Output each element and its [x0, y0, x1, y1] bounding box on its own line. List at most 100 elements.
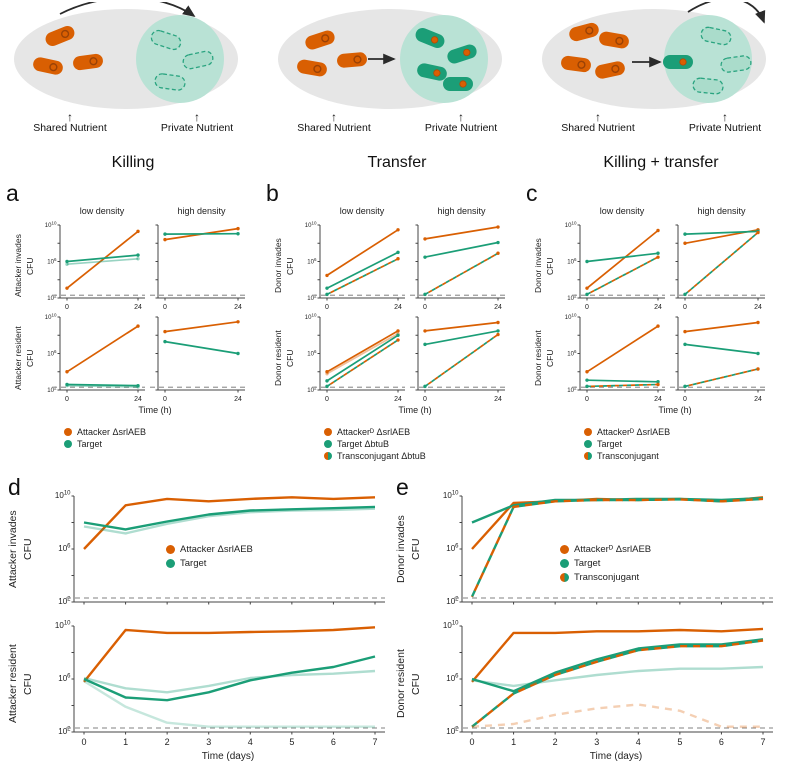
svg-text:4: 4 — [248, 737, 253, 747]
legend-label: Target — [574, 558, 601, 569]
svg-text:102: 102 — [567, 293, 577, 302]
legend-a: Attacker ΔsrlAEB Target — [64, 427, 250, 449]
x-axis-label: Time (days) — [201, 751, 255, 762]
plot-d-resident: 102 106 1010 0 1 2 3 4 5 6 7 — [38, 620, 388, 748]
col-label-high-density: high density — [697, 206, 746, 216]
svg-text:24: 24 — [654, 396, 662, 403]
svg-text:4: 4 — [636, 737, 641, 747]
plot-a-invades-high: 0 24 — [148, 220, 248, 312]
cfu-axis-label: CFU — [22, 673, 34, 695]
transfer-illustration — [272, 2, 522, 114]
private-nutrient-label: Private Nutrient — [424, 122, 498, 134]
legend-item: Target ΔbtuB — [324, 439, 510, 449]
facet-headers: low density high density — [14, 190, 250, 220]
facet-headers: low density high density — [534, 190, 770, 220]
legend-swatch-duo-icon — [584, 452, 592, 460]
svg-text:1010: 1010 — [55, 620, 71, 630]
killing-transfer-illustration — [536, 2, 786, 114]
svg-text:0: 0 — [65, 304, 69, 311]
cfu-axis-label: CFU — [545, 349, 555, 367]
legend-swatch-duo-icon — [324, 452, 332, 460]
x-axis-label: Time (h) — [658, 405, 692, 415]
shared-nutrient-label-group: ↑ Shared Nutrient — [550, 111, 646, 135]
svg-text:24: 24 — [234, 304, 242, 311]
cfu-axis-label: CFU — [410, 673, 422, 695]
legend-item: Attacker ΔsrlAEB — [166, 544, 253, 555]
facet-headers: low density high density — [274, 190, 510, 220]
legend-swatch-teal-icon — [166, 559, 175, 568]
row-label-donor-invades: Donor invades — [395, 515, 407, 583]
svg-text:102: 102 — [446, 596, 459, 606]
plot-e-invades: 102 106 1010 — [426, 490, 776, 608]
svg-text:0: 0 — [683, 396, 687, 403]
col-label-low-density: low density — [339, 206, 385, 216]
plot-a-resident-high: 0 24 — [148, 312, 248, 404]
x-axis-label: Time (h) — [138, 405, 172, 415]
svg-text:106: 106 — [307, 257, 317, 266]
svg-text:24: 24 — [234, 396, 242, 403]
svg-text:24: 24 — [134, 396, 142, 403]
svg-text:1010: 1010 — [305, 220, 317, 229]
legend-e: Attackerᴰ ΔsrlAEB Target Transconjugant — [560, 544, 651, 583]
legend-label: Transconjugant — [574, 572, 640, 583]
cfu-axis-label: CFU — [25, 349, 35, 367]
row-label-donor-resident: Donor resident — [395, 649, 407, 719]
plot-c-resident-high: 0 24 — [668, 312, 768, 404]
row-label-attacker-resident: Attacker resident — [7, 644, 19, 724]
legend-swatch-teal-icon — [584, 440, 592, 448]
legend-label: Target — [180, 558, 207, 569]
x-axis-label: Time (h) — [398, 405, 432, 415]
svg-text:0: 0 — [585, 304, 589, 311]
legend-label: Attackerᴰ ΔsrlAEB — [574, 544, 652, 555]
diagram-killing-transfer: ↑ Shared Nutrient ↑ Private Nutrient Kil… — [536, 2, 786, 190]
svg-text:0: 0 — [163, 396, 167, 403]
plot-a-resident-low: 102 106 1010 0 24 — [38, 312, 148, 404]
svg-text:1010: 1010 — [443, 620, 459, 630]
legend-label: Target — [77, 439, 103, 449]
svg-text:0: 0 — [325, 396, 329, 403]
svg-text:5: 5 — [677, 737, 682, 747]
legend-item: Attackerᴰ ΔsrlAEB — [324, 427, 510, 437]
svg-text:24: 24 — [134, 304, 142, 311]
private-nutrient-label-group: ↑ Private Nutrient — [146, 111, 248, 135]
private-nutrient-label-group: ↑ Private Nutrient — [674, 110, 776, 135]
plot-b-invades-low: 102 106 1010 0 24 — [298, 220, 408, 312]
svg-text:0: 0 — [81, 737, 86, 747]
legend-swatch-orange-icon — [64, 428, 72, 436]
panel-a-letter: a — [6, 180, 19, 206]
legend-swatch-teal-icon — [64, 440, 72, 448]
legend-d: Attacker ΔsrlAEB Target — [166, 544, 253, 569]
svg-text:24: 24 — [394, 396, 402, 403]
plot-e-resident: 102 106 1010 0 1 2 3 4 5 6 7 — [426, 620, 776, 748]
shared-nutrient-label: Shared Nutrient — [561, 122, 635, 134]
legend-label: Attacker ΔsrlAEB — [77, 427, 147, 437]
cfu-axis-label: CFU — [545, 257, 555, 275]
svg-text:0: 0 — [585, 396, 589, 403]
plot-b-invades-high: 0 24 — [408, 220, 508, 312]
plot-b-resident-high: 0 24 — [408, 312, 508, 404]
diagram-title-transfer: Transfer — [367, 154, 427, 171]
diagram-killing: ↑ Shared Nutrient ↑ Private Nutrient Kil… — [8, 2, 258, 190]
svg-text:102: 102 — [47, 293, 57, 302]
svg-text:1010: 1010 — [45, 220, 57, 229]
legend-swatch-teal-icon — [560, 559, 569, 568]
col-label-high-density: high density — [177, 206, 226, 216]
legend-swatch-teal-icon — [324, 440, 332, 448]
svg-text:1010: 1010 — [45, 312, 57, 321]
legend-item: Attackerᴰ ΔsrlAEB — [584, 427, 770, 437]
legend-item: Attackerᴰ ΔsrlAEB — [560, 544, 651, 555]
svg-text:106: 106 — [446, 673, 459, 683]
up-arrow-icon: ↑ — [67, 110, 73, 124]
svg-text:1010: 1010 — [305, 312, 317, 321]
up-arrow-icon: ↑ — [722, 110, 728, 124]
legend-item: Transconjugant — [560, 572, 651, 583]
svg-text:1: 1 — [123, 737, 128, 747]
up-arrow-icon: ↑ — [331, 110, 337, 124]
col-label-high-density: high density — [437, 206, 486, 216]
private-nutrient-label: Private Nutrient — [688, 122, 762, 134]
panel-e: e Donor invades CFU 102 106 1010 Donor res… — [395, 474, 782, 762]
plot-a-invades-low: 102 106 1010 0 24 — [38, 220, 148, 312]
legend-label: Attackerᴰ ΔsrlAEB — [337, 427, 411, 437]
legend-item: Transconjugant — [584, 451, 770, 461]
panel-b-letter: b — [266, 180, 279, 206]
